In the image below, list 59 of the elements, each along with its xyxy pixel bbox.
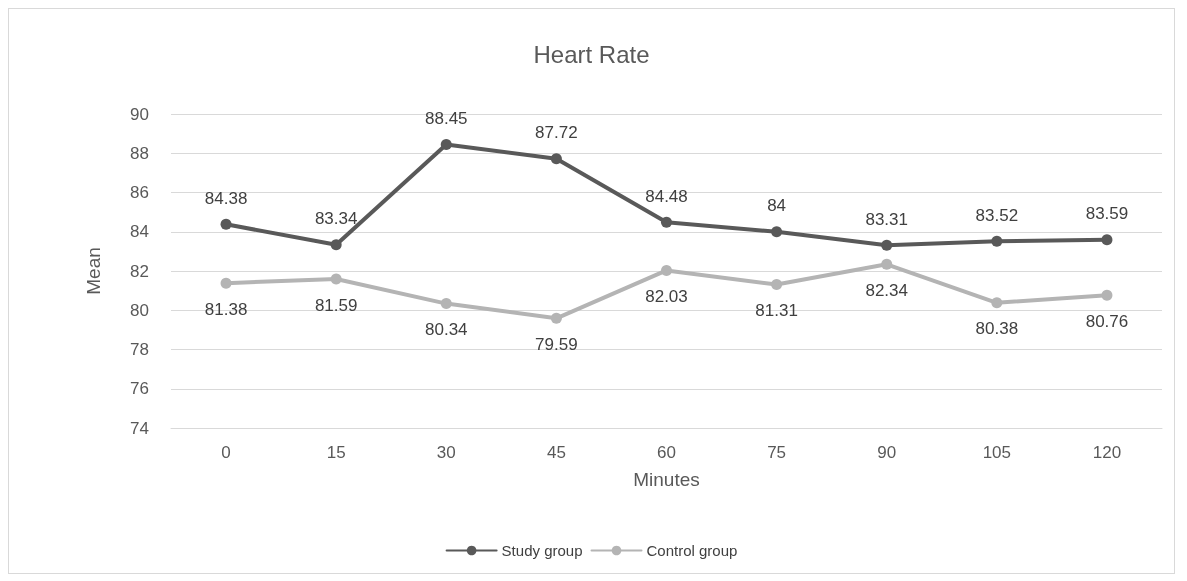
data-label: 83.34 <box>314 209 358 229</box>
data-label: 83.31 <box>865 209 908 229</box>
y-tick-label: 76 <box>130 379 149 399</box>
legend-label: Control group <box>646 542 738 559</box>
point <box>991 297 1003 309</box>
x-tick-label: 120 <box>1092 443 1122 462</box>
y-tick-label: 90 <box>130 104 149 124</box>
data-label: 80.76 <box>1085 311 1129 331</box>
data-label: 84 <box>767 196 787 216</box>
point <box>1101 289 1113 301</box>
x-tick-label: 60 <box>657 443 676 462</box>
point <box>661 264 672 276</box>
x-tick-label: 15 <box>326 443 346 462</box>
point <box>1101 234 1113 246</box>
x-tick-label: 105 <box>982 443 1012 462</box>
x-tick-label: 75 <box>767 443 787 462</box>
point <box>220 277 232 289</box>
y-tick-label: 88 <box>130 143 149 163</box>
y-tick-label: 78 <box>130 340 149 359</box>
x-axis-title: Minutes <box>633 469 700 490</box>
point <box>661 216 672 228</box>
x-tick-label: 45 <box>546 443 566 462</box>
data-label: 88.45 <box>425 108 468 128</box>
point <box>440 298 452 310</box>
point <box>330 273 342 285</box>
point <box>991 235 1003 247</box>
point <box>220 218 232 230</box>
data-label: 80.34 <box>425 320 468 340</box>
data-label: 79.59 <box>535 334 578 354</box>
data-label: 83.59 <box>1085 204 1129 224</box>
point <box>330 239 342 251</box>
data-label: 81.31 <box>755 301 798 321</box>
data-label: 84.38 <box>204 188 248 208</box>
point <box>881 258 893 270</box>
y-axis-title: Mean <box>83 247 104 295</box>
chart-title: Heart Rate <box>533 40 650 68</box>
y-tick-label: 74 <box>130 418 149 438</box>
data-label: 82.03 <box>645 286 688 306</box>
legend-label: Study group <box>501 542 583 559</box>
y-tick-label: 80 <box>130 300 149 320</box>
point <box>440 138 452 150</box>
data-label: 87.72 <box>535 123 578 143</box>
point <box>881 239 893 251</box>
x-tick-label: 0 <box>221 443 231 462</box>
data-label: 83.52 <box>975 205 1019 225</box>
point <box>550 312 562 324</box>
data-label: 84.48 <box>645 186 688 206</box>
x-tick-label: 30 <box>436 443 456 462</box>
point <box>771 279 783 291</box>
y-tick-label: 84 <box>130 222 149 242</box>
data-label: 81.38 <box>204 299 248 319</box>
x-tick-label: 90 <box>877 443 897 462</box>
point <box>550 153 562 165</box>
y-tick-label: 86 <box>130 183 149 202</box>
point <box>771 226 783 238</box>
data-label: 81.59 <box>314 295 358 315</box>
y-tick-label: 82 <box>130 261 149 281</box>
data-label: 80.38 <box>975 319 1019 339</box>
data-label: 82.34 <box>865 280 908 300</box>
